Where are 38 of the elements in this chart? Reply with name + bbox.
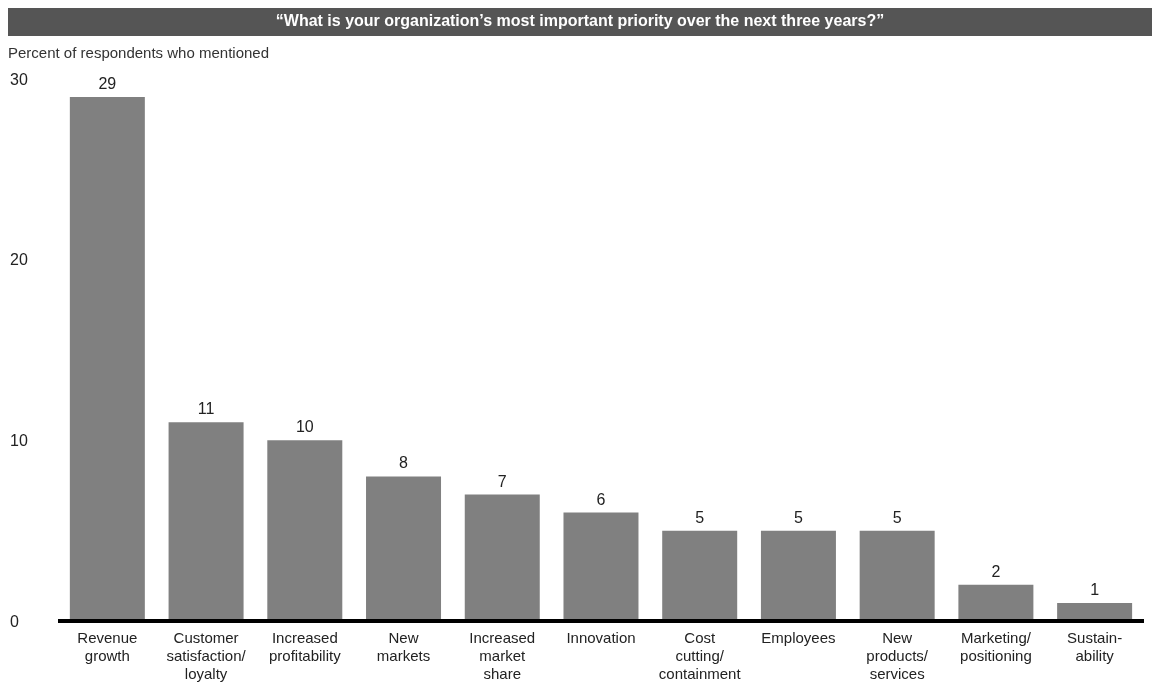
data-label: 7: [497, 472, 507, 490]
x-tick-label: New markets: [376, 629, 431, 664]
bar: [69, 97, 145, 621]
y-tick-label: 0: [10, 612, 19, 630]
data-label: 10: [295, 418, 314, 436]
x-tick-label: Cost cutting/ containment: [658, 629, 742, 682]
y-tick-label: 10: [10, 432, 28, 450]
x-tick-label: New products/ services: [866, 629, 929, 682]
x-tick-label: Revenue growth: [77, 629, 138, 664]
data-label: 5: [892, 508, 902, 526]
x-tick-label: Marketing/ positioning: [960, 629, 1032, 664]
bar: [267, 440, 343, 621]
x-tick-label: Employees: [761, 629, 836, 646]
x-tick-label: Sustain- ability: [1067, 629, 1123, 664]
x-tick-label: Increased profitability: [268, 629, 342, 664]
bar: [464, 494, 540, 621]
data-label: 29: [98, 75, 117, 93]
x-tick-label: Increased market share: [469, 629, 536, 682]
bar: [168, 422, 244, 621]
data-label: 2: [991, 562, 1001, 580]
data-label: 11: [197, 400, 215, 418]
data-label: 5: [793, 508, 803, 526]
bar: [563, 512, 639, 621]
y-axis-title: Percent of respondents who mentioned: [8, 44, 270, 61]
data-label: 6: [596, 490, 606, 508]
data-label: 5: [695, 508, 705, 526]
bar: [366, 476, 442, 621]
bar: [760, 530, 836, 621]
bar: [958, 584, 1034, 621]
bar: [662, 530, 738, 621]
data-label: 1: [1090, 580, 1100, 598]
x-tick-label: Innovation: [566, 629, 636, 646]
data-label: 8: [399, 454, 409, 472]
bar: [859, 530, 935, 621]
chart-title: “What is your organization’s most important priority over the next three years?”: [8, 8, 1152, 36]
x-tick-label: Customer satisfaction/ loyalty: [166, 629, 247, 682]
y-tick-label: 30: [10, 70, 28, 88]
y-tick-label: 20: [10, 251, 28, 269]
